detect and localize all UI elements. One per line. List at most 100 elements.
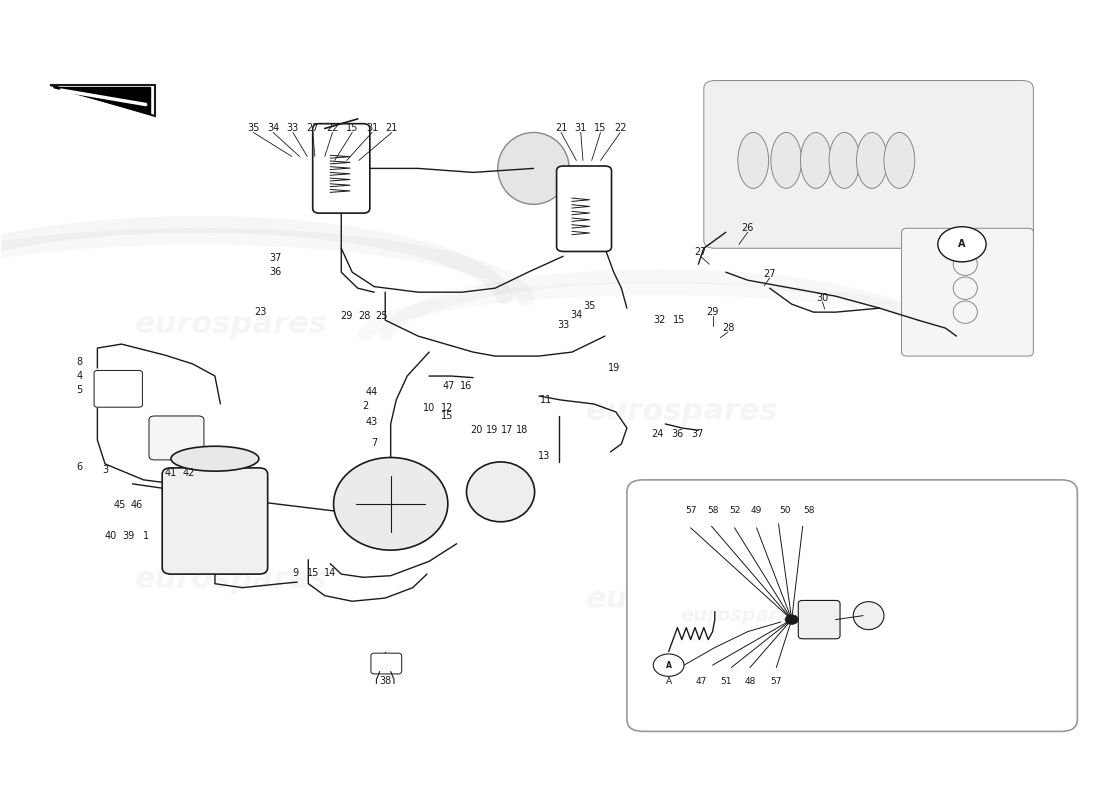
Text: 37: 37 xyxy=(270,253,282,263)
Ellipse shape xyxy=(854,602,884,630)
Text: 43: 43 xyxy=(366,418,378,427)
FancyBboxPatch shape xyxy=(148,416,204,460)
Text: 5: 5 xyxy=(77,386,82,395)
Ellipse shape xyxy=(771,133,802,188)
Text: 20: 20 xyxy=(470,426,483,435)
Ellipse shape xyxy=(857,133,888,188)
Text: 57: 57 xyxy=(771,677,782,686)
Text: 3: 3 xyxy=(102,466,108,475)
Text: 1: 1 xyxy=(143,530,148,541)
Circle shape xyxy=(653,654,684,676)
FancyBboxPatch shape xyxy=(371,653,402,674)
Text: 26: 26 xyxy=(741,223,754,234)
Text: 23: 23 xyxy=(254,307,266,317)
Text: A: A xyxy=(666,661,672,670)
Text: 45: 45 xyxy=(113,501,125,510)
Text: 12: 12 xyxy=(440,403,453,413)
Text: 27: 27 xyxy=(694,247,707,258)
Text: 33: 33 xyxy=(287,123,299,134)
Ellipse shape xyxy=(801,133,832,188)
Text: 21: 21 xyxy=(386,123,398,134)
Text: 51: 51 xyxy=(720,677,732,686)
Text: 27: 27 xyxy=(307,123,319,134)
Text: 35: 35 xyxy=(248,123,260,134)
Text: 34: 34 xyxy=(570,310,583,320)
Text: 19: 19 xyxy=(485,426,498,435)
Text: 15: 15 xyxy=(440,411,453,421)
Text: 22: 22 xyxy=(327,123,339,134)
Text: 32: 32 xyxy=(653,315,666,325)
Text: 22: 22 xyxy=(614,123,627,134)
Text: 30: 30 xyxy=(816,293,828,302)
Text: 27: 27 xyxy=(763,269,776,279)
Text: 11: 11 xyxy=(539,395,552,405)
FancyBboxPatch shape xyxy=(557,166,612,251)
Text: 28: 28 xyxy=(722,323,734,333)
Text: 15: 15 xyxy=(346,123,359,134)
Text: 35: 35 xyxy=(583,301,596,310)
Text: 14: 14 xyxy=(324,567,337,578)
Text: 39: 39 xyxy=(122,530,134,541)
Text: 31: 31 xyxy=(366,123,378,134)
Text: 34: 34 xyxy=(267,123,279,134)
Circle shape xyxy=(938,226,986,262)
Text: 15: 15 xyxy=(307,567,319,578)
Text: 24: 24 xyxy=(651,429,664,438)
Text: 47: 47 xyxy=(696,677,707,686)
Text: 42: 42 xyxy=(183,469,195,478)
Ellipse shape xyxy=(170,446,258,471)
Text: 4: 4 xyxy=(77,371,82,381)
FancyBboxPatch shape xyxy=(95,370,142,407)
Text: 58: 58 xyxy=(803,506,815,514)
FancyBboxPatch shape xyxy=(627,480,1077,731)
Text: 36: 36 xyxy=(270,267,282,278)
Text: 15: 15 xyxy=(673,315,685,325)
Text: 28: 28 xyxy=(359,311,371,321)
Text: 25: 25 xyxy=(376,311,388,321)
Ellipse shape xyxy=(884,133,915,188)
Circle shape xyxy=(785,615,799,625)
Text: 13: 13 xyxy=(538,451,551,461)
Text: 57: 57 xyxy=(685,506,696,514)
Text: eurospares: eurospares xyxy=(681,606,804,625)
Text: 58: 58 xyxy=(707,506,718,514)
Text: 46: 46 xyxy=(131,501,143,510)
Text: 18: 18 xyxy=(516,426,529,435)
Text: 50: 50 xyxy=(780,506,791,514)
Text: 7: 7 xyxy=(371,438,377,448)
FancyBboxPatch shape xyxy=(704,81,1033,248)
Text: 17: 17 xyxy=(500,426,514,435)
Text: 10: 10 xyxy=(424,403,436,413)
FancyBboxPatch shape xyxy=(902,228,1033,356)
Text: 6: 6 xyxy=(77,462,82,472)
Text: 16: 16 xyxy=(461,381,473,390)
Text: 48: 48 xyxy=(745,677,756,686)
Text: 49: 49 xyxy=(751,506,762,514)
Ellipse shape xyxy=(333,458,448,550)
Text: 47: 47 xyxy=(442,381,455,390)
Text: A: A xyxy=(666,677,672,686)
Text: 19: 19 xyxy=(607,363,619,373)
Ellipse shape xyxy=(829,133,860,188)
Text: 29: 29 xyxy=(706,307,718,317)
Text: 40: 40 xyxy=(104,530,117,541)
FancyBboxPatch shape xyxy=(799,601,840,638)
FancyBboxPatch shape xyxy=(162,468,267,574)
Text: 15: 15 xyxy=(594,123,607,134)
Polygon shape xyxy=(51,85,154,117)
Text: 36: 36 xyxy=(671,429,683,438)
Text: 44: 44 xyxy=(366,387,378,397)
Text: 38: 38 xyxy=(379,676,392,686)
Text: 52: 52 xyxy=(729,506,740,514)
Text: eurospares: eurospares xyxy=(135,310,328,338)
Ellipse shape xyxy=(498,133,569,204)
Text: 9: 9 xyxy=(293,567,298,578)
Text: eurospares: eurospares xyxy=(585,585,778,614)
Text: A: A xyxy=(958,239,966,250)
Polygon shape xyxy=(54,87,150,114)
Ellipse shape xyxy=(466,462,535,522)
Text: 8: 8 xyxy=(77,357,82,366)
Text: 37: 37 xyxy=(691,429,703,438)
Ellipse shape xyxy=(738,133,769,188)
Text: 21: 21 xyxy=(554,123,568,134)
